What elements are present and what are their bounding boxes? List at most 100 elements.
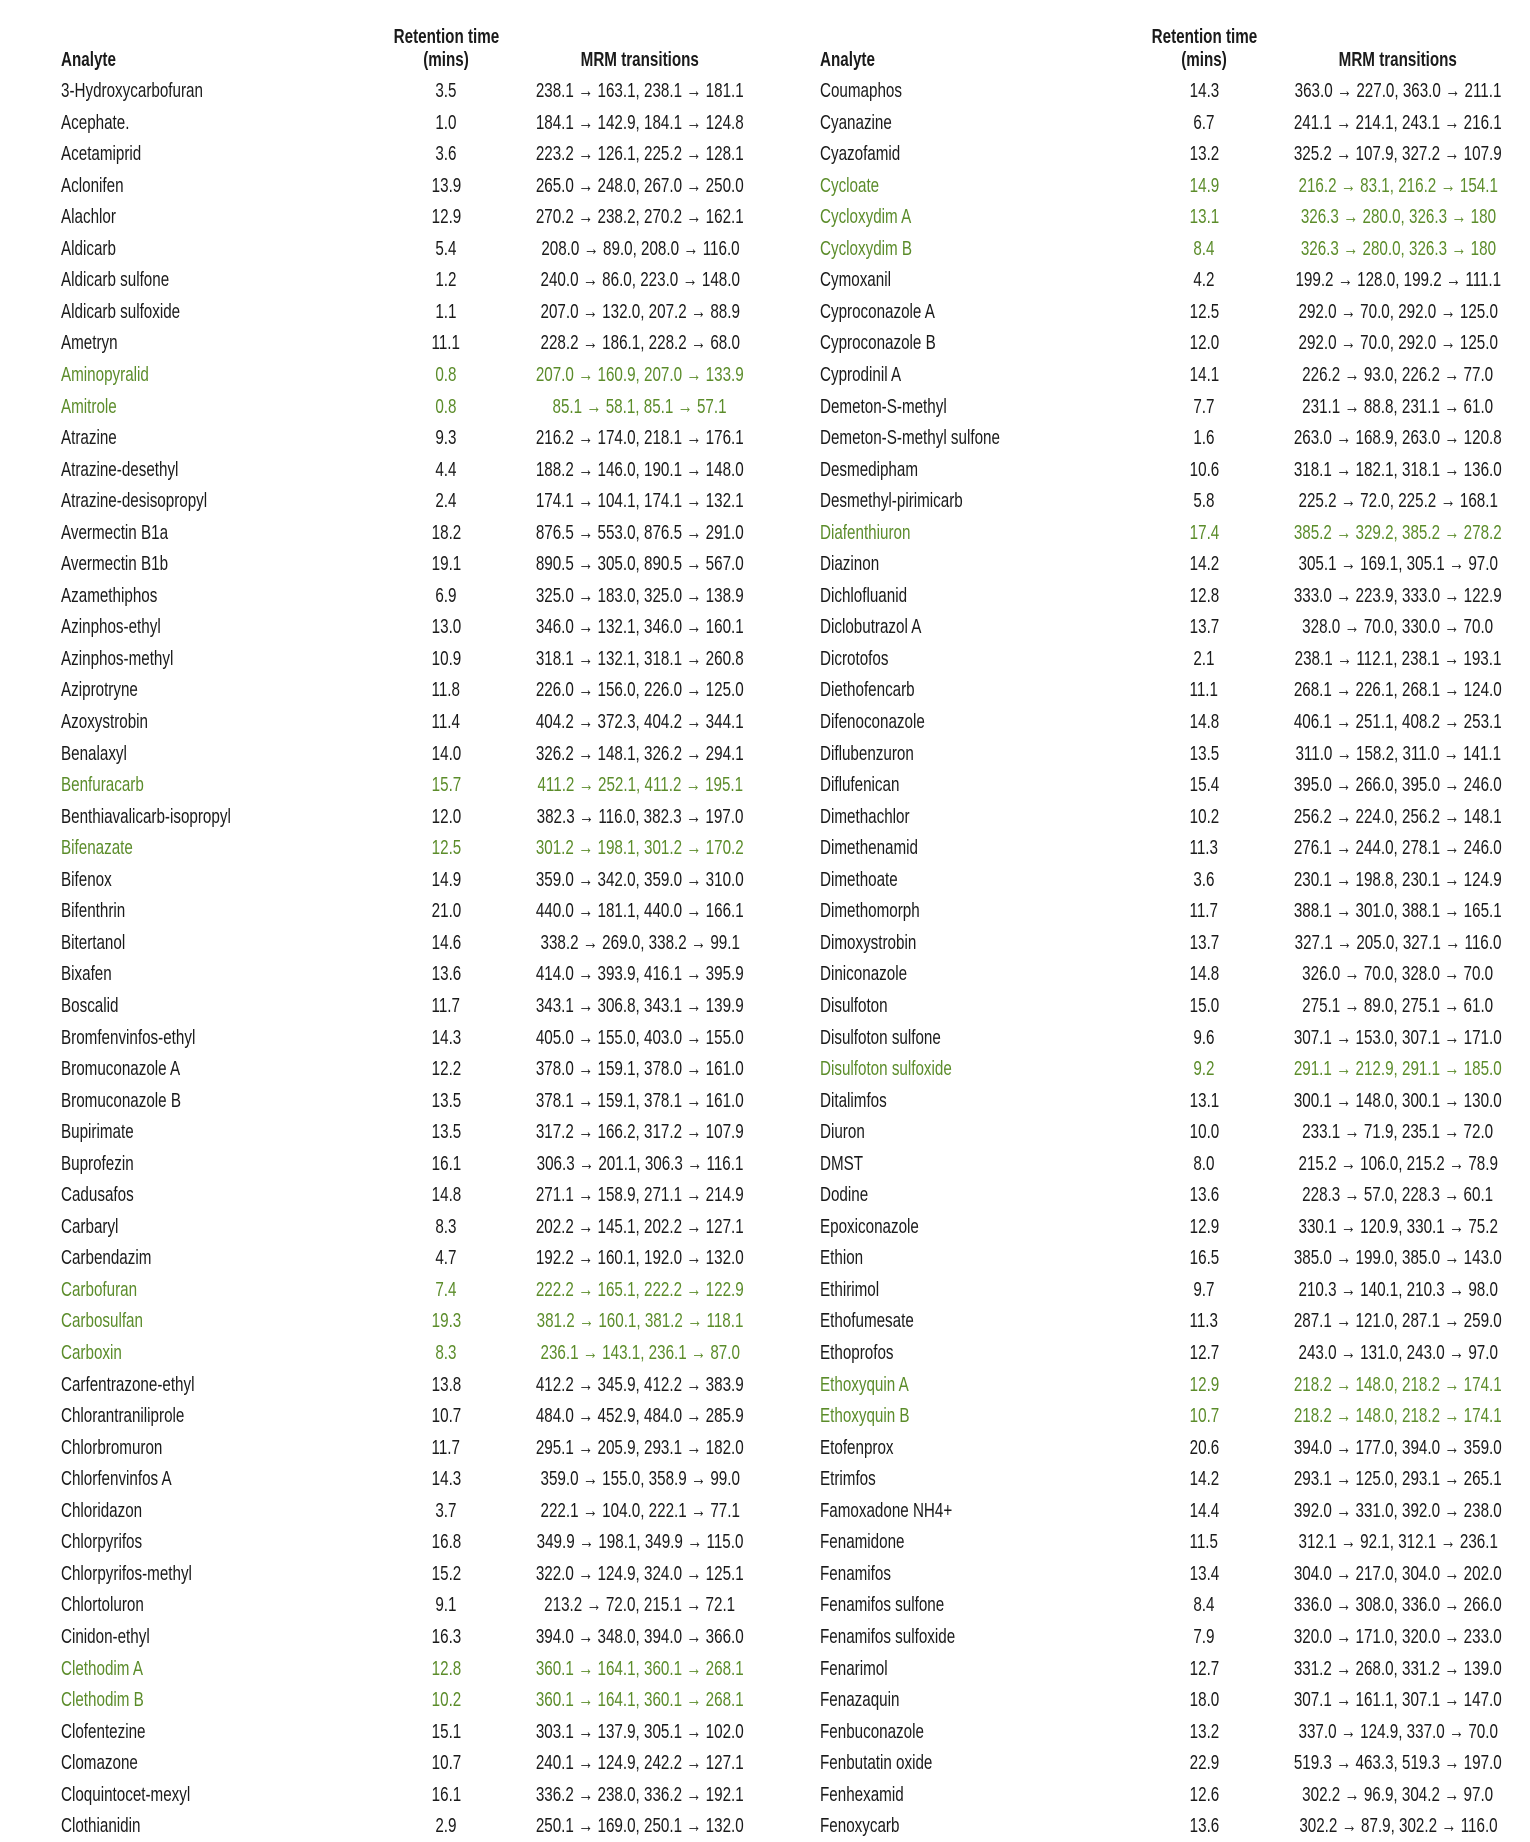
- table-row: Diflufenican 15.4 395.0 → 266.0, 395.0 → 2…: [0, 774, 1530, 796]
- retention-time: 22.9: [1189, 1752, 1219, 1775]
- analyte-name: Fenamifos sulfoxide: [820, 1625, 956, 1648]
- table-row: Diethofencarb 11.1 268.1 → 226.1, 268.1 → …: [0, 679, 1530, 701]
- mrm-transitions: 218.2 → 148.0, 218.2 → 174.1: [1294, 1373, 1502, 1396]
- retention-time: 0.8: [435, 363, 457, 386]
- mrm-transitions: 230.1 → 198.8, 230.1 → 124.9: [1294, 868, 1502, 891]
- table-row: Aminopyralid 0.8 207.0 → 160.9, 207.0 → 13…: [0, 364, 765, 386]
- table-row: Bupirimate 13.5 317.2 → 166.2, 317.2 → 107…: [0, 1121, 765, 1143]
- mrm-transitions: 263.0 → 168.9, 263.0 → 120.8: [1294, 427, 1502, 450]
- table-row: Cinidon-ethyl 16.3 394.0 → 348.0, 394.0 → …: [0, 1626, 765, 1648]
- retention-time: 15.0: [1189, 994, 1219, 1017]
- retention-time: 13.6: [431, 963, 461, 986]
- mrm-transitions: 293.1 → 125.0, 293.1 → 265.1: [1294, 1468, 1502, 1491]
- table-row: Amitrole 0.8 85.1 → 58.1, 85.1 → 57.1: [0, 396, 765, 418]
- table-row: Bifenazate 12.5 301.2 → 198.1, 301.2 → 170…: [0, 837, 765, 859]
- table-row: Disulfoton sulfone 9.6 307.1 → 153.0, 307.…: [0, 1027, 1530, 1049]
- mrm-transitions: 243.0 → 131.0, 243.0 → 97.0: [1298, 1342, 1498, 1364]
- mrm-transitions: 394.0 → 348.0, 394.0 → 366.0: [536, 1625, 744, 1648]
- analyte-name: Diniconazole: [820, 963, 908, 986]
- retention-time: 0.8: [435, 395, 457, 418]
- retention-time: 12.9: [1189, 1373, 1219, 1396]
- retention-time: 13.1: [1189, 1089, 1219, 1112]
- table-row: Fenamifos 13.4 304.0 → 217.0, 304.0 → 202.…: [0, 1563, 1530, 1585]
- retention-time: 10.7: [431, 1405, 461, 1428]
- mrm-transitions: 326.3 → 280.0, 326.3 → 180: [1300, 237, 1496, 260]
- analyte-name: Cloquintocet-mexyl: [61, 1783, 191, 1806]
- mrm-transitions: 411.2 → 252.1, 411.2 → 195.1: [537, 774, 743, 797]
- retention-time: 12.8: [431, 1657, 461, 1680]
- table-row: Coumaphos 14.3 363.0 → 227.0, 363.0 → 211.…: [0, 80, 1530, 102]
- table-row: Boscalid 11.7 343.1 → 306.8, 343.1 → 139.9: [0, 995, 765, 1017]
- mrm-transitions: 303.1 → 137.9, 305.1 → 102.0: [536, 1720, 744, 1743]
- mrm-transitions: 223.2 → 126.1, 225.2 → 128.1: [536, 143, 744, 166]
- mrm-transitions: 385.0 → 199.0, 385.0 → 143.0: [1294, 1247, 1502, 1270]
- analyte-name: Coumaphos: [820, 80, 902, 102]
- table-row: Cycloxydim B 8.4 326.3 → 280.0, 326.3 → 18…: [0, 238, 1530, 260]
- table-row: Carbosulfan 19.3 381.2 → 160.1, 381.2 → 11…: [0, 1310, 765, 1332]
- analyte-name: Bromuconazole B: [61, 1089, 181, 1112]
- mrm-transitions: 302.2 → 87.9, 302.2 → 116.0: [1298, 1815, 1498, 1838]
- analyte-name: Carfentrazone-ethyl: [61, 1373, 195, 1396]
- table-row: Chlorpyrifos-methyl 15.2 322.0 → 124.9, 32…: [0, 1563, 765, 1585]
- mrm-transitions: 271.1 → 158.9, 271.1 → 214.9: [536, 1184, 744, 1207]
- analyte-name: Chloridazon: [61, 1499, 143, 1522]
- table-row: Benthiavalicarb-isopropyl 12.0 382.3 → 116…: [0, 806, 765, 828]
- table-row: Bromuconazole A 12.2 378.0 → 159.1, 378.0 …: [0, 1058, 765, 1080]
- analyte-name: Cycloxydim A: [820, 206, 912, 229]
- mrm-transitions: 250.1 → 169.0, 250.1 → 132.0: [536, 1815, 744, 1838]
- retention-time: 11.1: [1189, 679, 1219, 702]
- retention-time: 12.0: [431, 805, 461, 828]
- retention-time: 8.3: [435, 1342, 457, 1364]
- retention-time: 8.4: [1193, 1594, 1215, 1617]
- table-row: Bifenthrin 21.0 440.0 → 181.1, 440.0 → 166…: [0, 900, 765, 922]
- analyte-name: Dimoxystrobin: [820, 931, 917, 954]
- header-retention-units: (mins): [1181, 49, 1227, 71]
- analyte-name: Dimethachlor: [820, 805, 910, 828]
- table-row: Ethoxyquin A 12.9 218.2 → 148.0, 218.2 → 1…: [0, 1374, 1530, 1396]
- analyte-name: Clothianidin: [61, 1815, 141, 1838]
- analyte-name: Alachlor: [61, 206, 116, 229]
- table-row: Cyproconazole A 12.5 292.0 → 70.0, 292.0 →…: [0, 301, 1530, 323]
- mrm-transitions: 360.1 → 164.1, 360.1 → 268.1: [536, 1689, 744, 1712]
- table-row: Azinphos-ethyl 13.0 346.0 → 132.1, 346.0 →…: [0, 616, 765, 638]
- table-row: Benalaxyl 14.0 326.2 → 148.1, 326.2 → 294.…: [0, 743, 765, 765]
- analyte-name: Diethofencarb: [820, 679, 915, 702]
- table-row: Fenamifos sulfoxide 7.9 320.0 → 171.0, 320…: [0, 1626, 1530, 1648]
- retention-time: 14.9: [1189, 174, 1219, 197]
- table-row: Chloridazon 3.7 222.1 → 104.0, 222.1 → 77.…: [0, 1500, 765, 1522]
- retention-time: 7.4: [435, 1278, 457, 1301]
- analyte-name: Ethoprofos: [820, 1342, 894, 1364]
- mrm-transitions: 312.1 → 92.1, 312.1 → 236.1: [1298, 1531, 1498, 1554]
- retention-time: 15.1: [431, 1720, 461, 1743]
- analyte-name: Aldicarb sulfone: [61, 269, 170, 292]
- mrm-transitions: 307.1 → 153.0, 307.1 → 171.0: [1294, 1026, 1502, 1049]
- retention-time: 19.3: [431, 1310, 461, 1333]
- table-row: Fenbuconazole 13.2 337.0 → 124.9, 337.0 → …: [0, 1721, 1530, 1743]
- table-row: Fenamifos sulfone 8.4 336.0 → 308.0, 336.0…: [0, 1594, 1530, 1616]
- retention-time: 9.2: [1193, 1058, 1215, 1081]
- mrm-transitions: 228.2 → 186.1, 228.2 → 68.0: [540, 332, 740, 355]
- retention-time: 2.9: [435, 1815, 457, 1838]
- retention-time: 14.8: [1189, 963, 1219, 986]
- analyte-name: Bifenox: [61, 868, 112, 891]
- mrm-transitions: 381.2 → 160.1, 381.2 → 118.1: [536, 1310, 744, 1333]
- mrm-transitions: 202.2 → 145.1, 202.2 → 127.1: [536, 1215, 744, 1238]
- table-row: Diazinon 14.2 305.1 → 169.1, 305.1 → 97.0: [0, 553, 1530, 575]
- analyte-name: Amitrole: [61, 395, 117, 418]
- mrm-transitions: 326.0 → 70.0, 328.0 → 70.0: [1302, 963, 1494, 986]
- analyte-name: Carbaryl: [61, 1215, 119, 1238]
- mrm-transitions: 256.2 → 224.0, 256.2 → 148.1: [1294, 805, 1502, 828]
- table-row: Fenamidone 11.5 312.1 → 92.1, 312.1 → 236.…: [0, 1531, 1530, 1553]
- retention-time: 14.0: [431, 742, 461, 765]
- mrm-transitions: 404.2 → 372.3, 404.2 → 344.1: [536, 711, 744, 733]
- analyte-name: Dimethenamid: [820, 837, 919, 860]
- retention-time: 14.2: [1189, 1468, 1219, 1491]
- analyte-name: Fenoxycarb: [820, 1815, 900, 1838]
- table-row: Aclonifen 13.9 265.0 → 248.0, 267.0 → 250.…: [0, 175, 765, 197]
- retention-time: 13.5: [431, 1121, 461, 1144]
- mrm-transitions: 412.2 → 345.9, 412.2 → 383.9: [536, 1373, 744, 1396]
- mrm-transitions: 184.1 → 142.9, 184.1 → 124.8: [536, 111, 744, 134]
- retention-time: 14.9: [431, 868, 461, 891]
- analyte-name: Aldicarb: [61, 237, 116, 260]
- table-row: Bixafen 13.6 414.0 → 393.9, 416.1 → 395.9: [0, 963, 765, 985]
